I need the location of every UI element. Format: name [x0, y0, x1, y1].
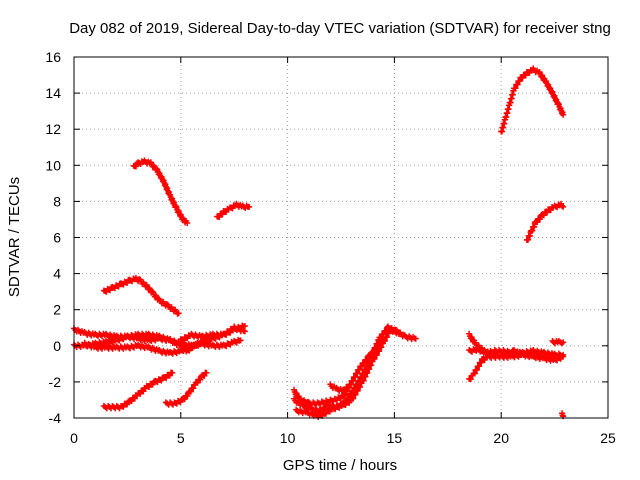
data-point: [175, 310, 182, 317]
data-point: [149, 288, 156, 295]
x-tick-label: 25: [600, 430, 616, 446]
x-tick-label: 5: [177, 430, 185, 446]
data-point: [354, 387, 361, 394]
chart-title: Day 082 of 2019, Sidereal Day-to-day VTE…: [69, 20, 611, 37]
data-point: [177, 399, 184, 406]
x-axis-label: GPS time / hours: [283, 457, 397, 474]
y-tick-label: 4: [53, 266, 61, 282]
data-point: [187, 388, 194, 395]
axis-ticks: 0 5 10 15 20 25 -4 -2 0 2 4 6 8 10 12 14 16: [45, 49, 616, 446]
series-arc-20: [559, 410, 567, 420]
data-point: [201, 372, 208, 379]
series-arc-17: [498, 65, 567, 135]
series-arc-3: [214, 200, 253, 221]
y-axis-label: SDTVAR / TECUs: [6, 177, 23, 297]
data-point: [197, 376, 204, 383]
data-point: [132, 163, 139, 170]
data-point: [190, 385, 197, 392]
data-point: [373, 351, 380, 358]
series-arc-2: [130, 157, 191, 227]
series-arc-13: [327, 381, 353, 395]
data-point: [519, 75, 526, 82]
series-arc-16: [466, 347, 543, 383]
data-point: [124, 280, 131, 287]
data-point: [560, 339, 567, 346]
data-point: [540, 212, 547, 219]
y-tick-label: -4: [49, 410, 62, 426]
data-point: [342, 387, 349, 394]
data-point: [184, 392, 191, 399]
data-point: [158, 377, 165, 384]
data-point: [241, 322, 248, 329]
series-arc-12: [293, 325, 402, 420]
data-point: [140, 388, 147, 395]
data-point: [395, 330, 402, 337]
data-point: [203, 369, 210, 376]
data-point: [560, 111, 567, 118]
series-arc-9: [177, 323, 248, 344]
y-tick-label: 0: [53, 338, 61, 354]
series-arc-10: [291, 335, 387, 408]
data-point: [560, 203, 567, 210]
data-point: [534, 219, 541, 226]
data-point: [128, 398, 135, 405]
data-point: [326, 408, 333, 415]
x-tick-label: 10: [280, 430, 296, 446]
y-tick-label: 10: [45, 157, 61, 173]
data-point: [124, 401, 131, 408]
data-point: [181, 396, 188, 403]
data-point: [241, 328, 248, 335]
data-point: [378, 344, 385, 351]
series-arc-4: [100, 369, 176, 412]
y-tick-label: 2: [53, 302, 61, 318]
data-point: [131, 395, 138, 402]
data-point: [536, 353, 543, 360]
data-point: [155, 295, 162, 302]
data-point: [137, 390, 144, 397]
x-tick-label: 15: [387, 430, 403, 446]
data-points: [71, 65, 567, 420]
data-point: [107, 287, 114, 294]
data-point: [194, 379, 201, 386]
data-point: [536, 216, 543, 223]
data-point: [346, 399, 353, 406]
data-point: [246, 203, 253, 210]
data-point: [350, 395, 357, 402]
data-point: [467, 376, 474, 383]
y-tick-label: 16: [45, 49, 61, 65]
y-tick-label: -2: [49, 374, 62, 390]
x-tick-label: 20: [493, 430, 509, 446]
data-point: [357, 383, 364, 390]
data-point: [560, 351, 567, 358]
series-arc-5: [162, 369, 210, 408]
data-point: [237, 337, 244, 344]
data-point: [216, 214, 223, 221]
series-arc-19: [549, 337, 567, 347]
data-point: [184, 220, 191, 227]
data-point: [352, 391, 359, 398]
data-point: [371, 355, 378, 362]
data-point: [412, 335, 419, 342]
data-point: [346, 382, 353, 389]
series-arc-1: [100, 274, 182, 317]
grid-lines: [74, 57, 608, 418]
data-point: [149, 381, 156, 388]
data-point: [153, 165, 160, 172]
data-point: [376, 348, 383, 355]
series-arc-8: [81, 336, 244, 357]
series-arc-18: [523, 200, 567, 243]
x-tick-label: 0: [70, 430, 78, 446]
data-point: [337, 395, 344, 402]
data-point: [559, 202, 566, 209]
y-tick-label: 12: [45, 121, 61, 137]
y-tick-label: 14: [45, 85, 61, 101]
y-tick-label: 6: [53, 230, 61, 246]
data-point: [115, 283, 122, 290]
y-tick-label: 8: [53, 193, 61, 209]
data-point: [169, 369, 176, 376]
